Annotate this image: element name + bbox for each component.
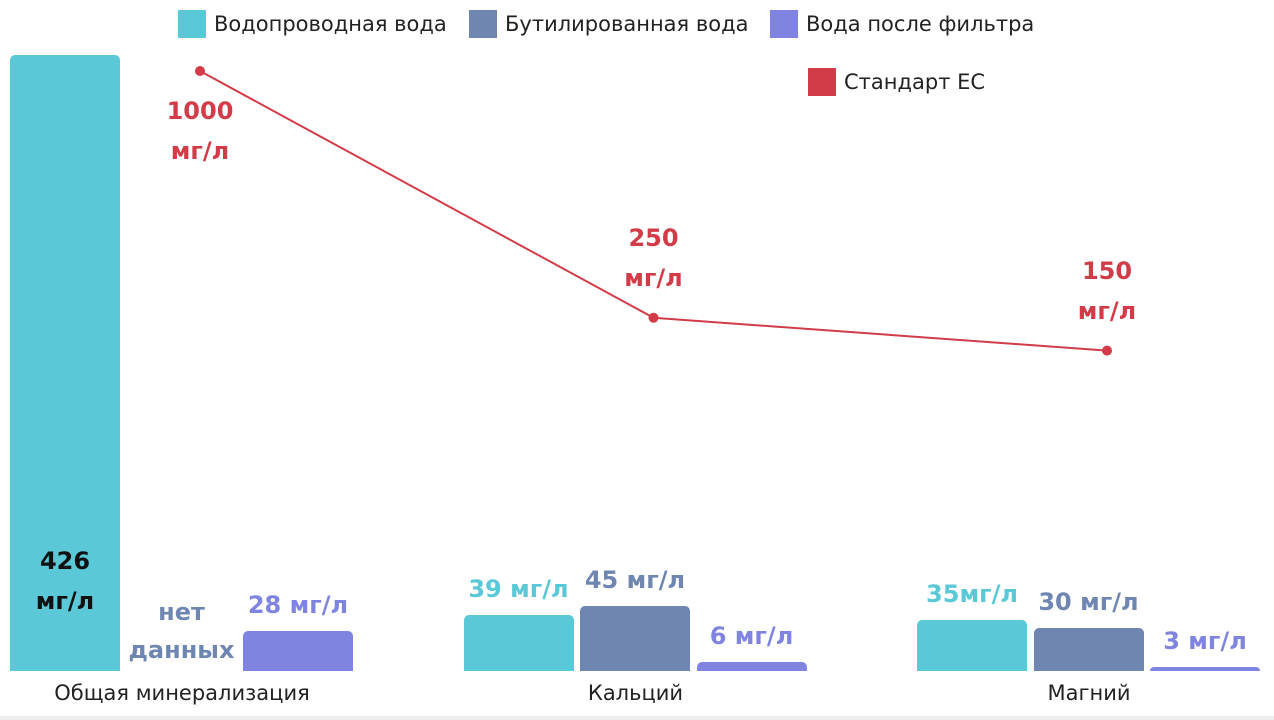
legend-swatch [770, 10, 798, 38]
line-point [195, 66, 205, 76]
legend-item: Стандарт ЕС [808, 68, 985, 96]
bar [1150, 666, 1260, 671]
legend-label: Бутилированная вода [505, 12, 749, 36]
bar [10, 55, 120, 671]
x-tick-label: Магний [1047, 681, 1131, 705]
bar [580, 605, 690, 671]
x-tick-label: Общая минерализация [54, 681, 310, 705]
line-point [648, 312, 659, 323]
legend-item: Вода после фильтра [770, 10, 1034, 38]
bar [243, 630, 353, 671]
bar [696, 662, 807, 671]
x-tick-label: Кальций [587, 681, 684, 705]
legend-item: Бутилированная вода [469, 10, 748, 38]
legend-label: Вода после фильтра [806, 12, 1035, 36]
value-label: 39 мг/л [468, 574, 569, 603]
value-label: 35мг/л [926, 580, 1018, 609]
value-label: 28 мг/л [247, 590, 349, 619]
legend-swatch [178, 10, 206, 38]
value-label: 45 мг/л [584, 565, 686, 594]
line-point [1102, 345, 1112, 356]
value-label: 250 мг/л [624, 223, 683, 292]
value-label: 1000 мг/л [166, 97, 234, 165]
value-label: 6 мг/л [709, 622, 794, 651]
value-label: 30 мг/л [1038, 587, 1139, 616]
legend-item: Водопроводная вода [178, 10, 447, 38]
legend-swatch [808, 68, 836, 96]
legend-label: Водопроводная вода [214, 12, 447, 36]
legend-swatch [469, 10, 497, 38]
line [199, 70, 1108, 352]
value-label: 426 мг/л [35, 547, 95, 615]
bar [917, 620, 1027, 671]
value-label: 150 мг/л [1077, 256, 1137, 325]
bar [1033, 627, 1144, 671]
value-label: нет данных [128, 598, 235, 664]
legend-label: Стандарт ЕС [844, 70, 986, 94]
bar [463, 614, 574, 671]
value-label: 3 мг/л [1163, 626, 1247, 655]
